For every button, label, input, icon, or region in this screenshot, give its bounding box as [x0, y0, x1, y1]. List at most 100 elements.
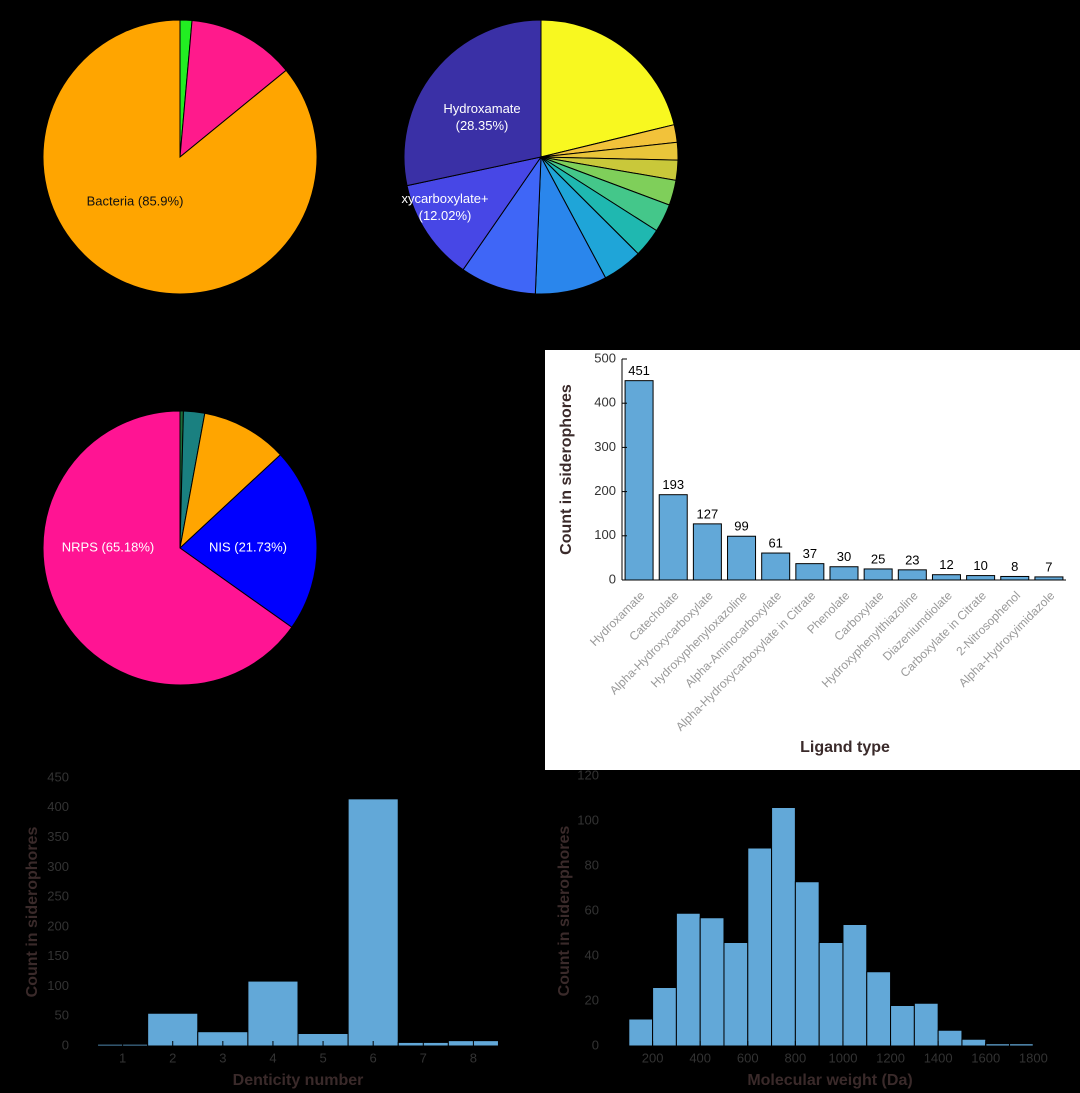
x-tick-label: 800 [785, 1050, 807, 1065]
histogram-bar [913, 1002, 939, 1047]
histogram-bar [747, 847, 773, 1047]
x-tick-label: 600 [737, 1050, 759, 1065]
y-axis-label: Count in siderophores [24, 827, 41, 998]
pie-slice [406, 156, 543, 271]
bar [966, 575, 996, 581]
bar [624, 380, 654, 581]
x-tick-label: 3 [219, 1050, 226, 1065]
y-axis-label: Count in siderophores [558, 384, 575, 555]
x-tick-label: 1800 [1019, 1050, 1048, 1065]
bar [658, 494, 688, 581]
histogram-bar [723, 942, 749, 1047]
value-label: 193 [662, 477, 684, 492]
pie-slice [179, 412, 282, 550]
value-label: 30 [837, 549, 851, 564]
y-tick-label: 40 [585, 947, 599, 962]
value-label: 25 [871, 551, 885, 566]
histogram-bar [961, 1038, 987, 1047]
value-label: 127 [697, 506, 719, 521]
histogram-bar [347, 798, 399, 1047]
value-label: 37 [803, 546, 817, 561]
x-tick-label: 1000 [829, 1050, 858, 1065]
slice-label: NIS (21.73%) [209, 539, 287, 554]
y-tick-label: 20 [585, 992, 599, 1007]
y-tick-label: 250 [47, 889, 69, 904]
slice-label: NRPS (65.18%) [62, 539, 154, 554]
bar [761, 552, 791, 581]
y-tick-label: 200 [47, 918, 69, 933]
y-tick-label: 350 [47, 829, 69, 844]
histogram-bar [937, 1029, 963, 1047]
x-tick-label: 1400 [924, 1050, 953, 1065]
slice-label: xycarboxylate+ [401, 191, 488, 206]
histogram-bar [842, 924, 868, 1047]
x-tick-label: 5 [319, 1050, 326, 1065]
y-tick-label: 400 [594, 395, 616, 410]
bar [692, 523, 722, 581]
pie-slice [42, 19, 318, 295]
value-label: 12 [939, 557, 953, 572]
value-label: 8 [1011, 559, 1018, 574]
pie-slice [403, 19, 542, 187]
x-axis-label: Ligand type [800, 739, 890, 756]
value-label: 7 [1045, 559, 1052, 574]
x-tick-label: 2 [169, 1050, 176, 1065]
plot-frame [74, 777, 517, 1047]
bar [897, 569, 927, 581]
y-tick-label: 60 [585, 902, 599, 917]
y-axis-label: Count in siderophores [556, 826, 573, 997]
y-tick-label: 300 [47, 859, 69, 874]
slice-label: Bacteria (85.9%) [87, 193, 184, 208]
y-tick-label: 500 [594, 350, 616, 365]
y-tick-label: 0 [592, 1037, 599, 1052]
value-label: 61 [768, 535, 782, 550]
bar [931, 574, 961, 581]
y-tick-label: 300 [594, 439, 616, 454]
pie-slice [540, 19, 675, 158]
histogram-bar [147, 1012, 199, 1047]
x-tick-label: 8 [470, 1050, 477, 1065]
pie-slice [179, 454, 318, 628]
bar [1000, 575, 1030, 581]
pie-slice [42, 410, 293, 686]
y-tick-label: 0 [62, 1037, 69, 1052]
y-tick-label: 150 [47, 948, 69, 963]
slice-label: (28.35%) [456, 118, 509, 133]
bar [795, 563, 825, 581]
bar [829, 566, 859, 581]
x-axis-label: Denticity number [233, 1072, 364, 1089]
slice-label: Hydroxamate [443, 101, 520, 116]
y-tick-label: 0 [609, 571, 616, 586]
histogram-bar [818, 942, 844, 1047]
x-tick-label: 1200 [876, 1050, 905, 1065]
bar [727, 535, 757, 581]
x-tick-label: 4 [269, 1050, 276, 1065]
histogram-bar [628, 1018, 654, 1047]
y-tick-label: 100 [47, 978, 69, 993]
y-tick-label: 100 [594, 527, 616, 542]
x-tick-label: 1600 [971, 1050, 1000, 1065]
value-label: 451 [628, 363, 650, 378]
y-tick-label: 450 [47, 769, 69, 784]
x-tick-label: 1 [119, 1050, 126, 1065]
y-tick-label: 50 [55, 1008, 69, 1023]
y-tick-label: 100 [577, 812, 599, 827]
y-tick-label: 400 [47, 799, 69, 814]
x-tick-label: 7 [420, 1050, 427, 1065]
x-tick-label: 200 [642, 1050, 664, 1065]
histogram-bar [675, 912, 701, 1047]
histogram-bar [771, 807, 796, 1047]
value-label: 23 [905, 552, 919, 567]
histogram-bar [890, 1005, 915, 1047]
bar [863, 568, 893, 581]
value-label: 10 [973, 558, 987, 573]
histogram-bar [866, 971, 892, 1047]
y-tick-label: 200 [594, 483, 616, 498]
x-axis-label: Molecular weight (Da) [747, 1072, 912, 1089]
x-tick-label: 6 [370, 1050, 377, 1065]
histogram-bar [794, 881, 820, 1047]
x-tick-label: 400 [689, 1050, 711, 1065]
y-tick-label: 80 [585, 857, 599, 872]
